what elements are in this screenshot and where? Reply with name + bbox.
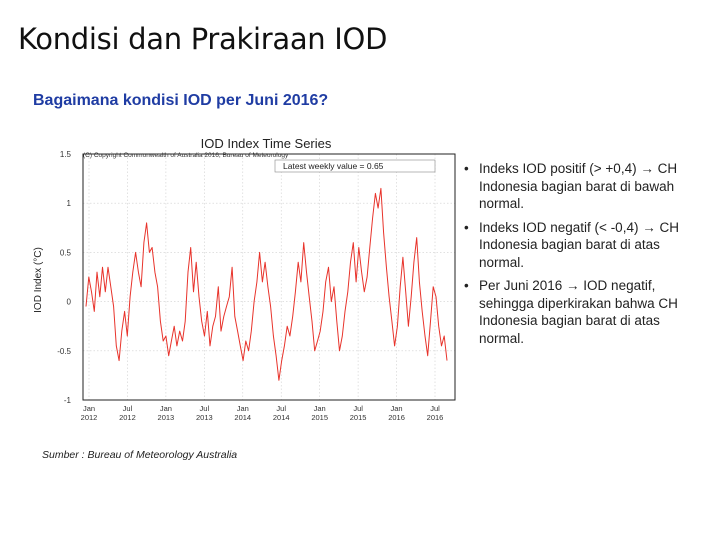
iod-series-line: [85, 187, 448, 381]
y-axis-label: IOD Index (°C): [33, 247, 44, 313]
y-tick-label: -1: [64, 396, 72, 405]
y-tick-label: 0: [67, 298, 72, 307]
x-tick-label: Jan 2014: [234, 404, 251, 422]
source-note: Sumber : Bureau of Meteorology Australia: [42, 449, 238, 461]
x-tick-label: Jul 2015: [350, 404, 367, 422]
slide-title: Kondisi dan Prakiraan IOD: [18, 22, 388, 56]
x-tick-label: Jul 2014: [273, 404, 290, 422]
bullet-list: Indeks IOD positif (> +0,4) → CH Indones…: [462, 160, 702, 353]
chart-legend: Latest weekly value = 0.65: [274, 159, 436, 173]
iod-chart-svg: 1.5 1 0.5 0 -0.5 -1 Jan 2012 Jul 2012 Jan 2013 Jul 20…: [33, 136, 456, 422]
y-tick-label: 1: [67, 199, 72, 208]
y-tick-label: -0.5: [57, 347, 71, 356]
bullet-item: Indeks IOD positif (> +0,4) → CH Indones…: [462, 160, 702, 213]
x-tick-label: Jul 2012: [119, 404, 136, 422]
y-tick-label: 1.5: [60, 150, 72, 159]
x-tick-label: Jan 2012: [81, 404, 98, 422]
bullet-item: Per Juni 2016 → IOD negatif, sehingga di…: [462, 277, 702, 347]
x-tick-label: Jul 2013: [196, 404, 213, 422]
x-tick-label: Jan 2015: [311, 404, 328, 422]
x-tick-label: Jan 2016: [388, 404, 405, 422]
plot-frame: [82, 153, 456, 401]
slide-subtitle: Bagaimana kondisi IOD per Juni 2016?: [33, 92, 329, 109]
bullet-item: Indeks IOD negatif (< -0,4) → CH Indones…: [462, 219, 702, 272]
x-tick-label: Jan 2013: [158, 404, 175, 422]
chart-copyright: (C) Copyright Commonwealth of Australia …: [83, 152, 289, 159]
iod-chart: 1.5 1 0.5 0 -0.5 -1 Jan 2012 Jul 2012 Jan 2013 Jul 20…: [30, 132, 460, 432]
y-tick-label: 0.5: [60, 248, 72, 257]
legend-label: Latest weekly value = 0.65: [283, 161, 384, 171]
chart-title: IOD Index Time Series: [201, 136, 332, 151]
x-tick-label: Jul 2016: [427, 404, 444, 422]
